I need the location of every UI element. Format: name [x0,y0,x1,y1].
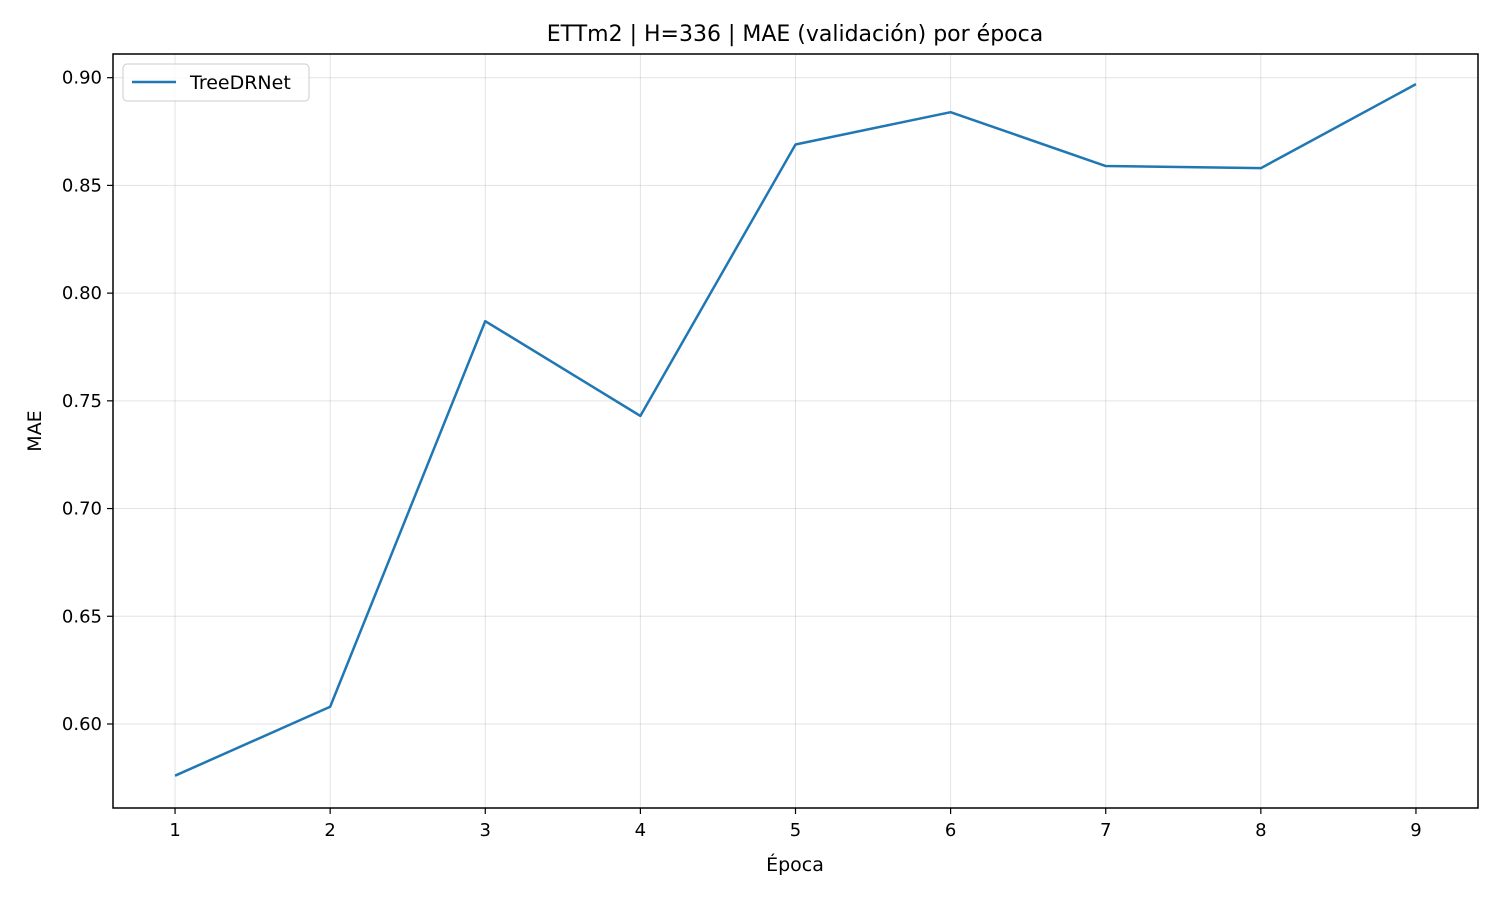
x-tick-label: 4 [635,820,646,841]
series-layer [174,83,1417,777]
y-tick-label: 0.60 [62,714,102,735]
x-tick-label: 5 [790,820,801,841]
x-axis-label: Época [766,853,824,876]
y-tick-label: 0.70 [62,499,102,520]
series-line-treedrnet [174,83,1417,777]
chart-title: ETTm2 | H=336 | MAE (validación) por épo… [547,22,1043,47]
legend-label-treedrnet: TreeDRNet [189,72,291,94]
y-tick-label: 0.65 [62,606,102,627]
x-tick-label: 6 [945,820,956,841]
grid-lines [113,54,1478,808]
legend: TreeDRNet [122,63,310,102]
x-tick-label: 8 [1255,820,1266,841]
x-axis: 1 2 3 4 5 6 7 8 9 [169,808,1422,841]
x-tick-label: 2 [324,820,335,841]
y-axis: 0.60 0.65 0.70 0.75 0.80 0.85 0.90 [62,68,113,735]
y-axis-label: MAE [24,410,46,451]
y-tick-label: 0.85 [62,175,102,196]
y-tick-label: 0.90 [62,68,102,89]
x-tick-label: 7 [1100,820,1111,841]
x-tick-label: 1 [169,820,180,841]
x-tick-label: 3 [480,820,491,841]
y-tick-label: 0.80 [62,283,102,304]
y-tick-label: 0.75 [62,391,102,412]
legend-box [122,63,310,102]
x-tick-label: 9 [1410,820,1421,841]
